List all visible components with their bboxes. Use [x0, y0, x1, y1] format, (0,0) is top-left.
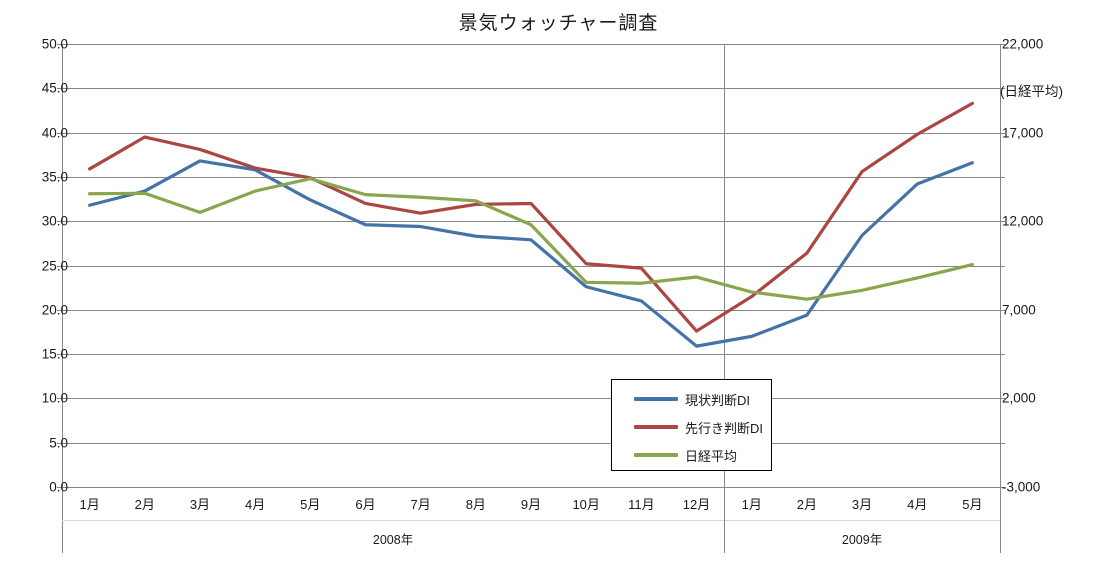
x-axis-tick: 12月 [682, 497, 711, 512]
x-axis-tick: 10月 [572, 497, 600, 512]
x-axis-tick: 1月 [79, 497, 100, 512]
x-axis-tick: 1月 [741, 497, 762, 512]
y-axis-left-tick: 0.0 [49, 479, 68, 495]
legend-swatch-0 [634, 397, 678, 401]
y-axis-left-tick: 30.0 [41, 213, 68, 229]
x-axis-tick: 2月 [796, 497, 817, 512]
x-axis-tick: 2月 [134, 497, 155, 512]
legend-label-2: 日経平均 [685, 448, 738, 464]
series-line-0 [87, 159, 975, 348]
chart-legend: 現状判断DI 先行き判断DI 日経平均 [611, 379, 772, 471]
y-axis-right-tick: 17,000 [1002, 125, 1044, 141]
y-axis-left-tick: 35.0 [41, 169, 68, 185]
y-axis-left-tick: 45.0 [41, 80, 68, 96]
series-line-1 [87, 101, 975, 333]
legend-swatch-1 [634, 425, 678, 429]
y-axis-left-tick: 50.0 [41, 36, 68, 52]
x-axis-group-label: 2008年 [372, 533, 414, 547]
y-axis-left-tick: 25.0 [41, 258, 68, 273]
y-axis-left-tick: 40.0 [41, 125, 68, 141]
x-axis-group-label: 2009年 [841, 533, 883, 547]
legend-item-0: 現状判断DI [612, 384, 773, 414]
x-axis-tick: 3月 [851, 497, 873, 512]
x-axis-tick: 7月 [410, 497, 431, 512]
y-axis-left-tick: 15.0 [41, 346, 68, 362]
x-axis-tick: 4月 [907, 497, 928, 512]
x-axis-tick: 3月 [189, 497, 211, 512]
right-axis-title: (日経平均) [1000, 84, 1063, 99]
x-axis-tick: 5月 [962, 497, 983, 512]
x-axis-tick: 11月 [628, 497, 655, 512]
y-axis-left-tick: 10.0 [41, 390, 68, 406]
x-axis-tick: 4月 [244, 497, 266, 512]
x-axis-tick: 8月 [465, 497, 486, 512]
y-axis-left-tick: 20.0 [41, 302, 68, 318]
y-axis-right-tick: 2,000 [1002, 390, 1036, 406]
y-axis-right-tick: 22,000 [1002, 36, 1044, 52]
y-axis-right-tick: 7,000 [1002, 302, 1036, 318]
x-axis-tick: 5月 [300, 497, 321, 512]
y-axis-right-tick: 12,000 [1002, 213, 1044, 229]
x-axis-tick: 6月 [355, 497, 376, 512]
legend-label-0: 現状判断DI [685, 392, 751, 408]
y-axis-left-tick: 5.0 [49, 435, 68, 451]
series-line-2 [87, 177, 975, 301]
y-axis-right-tick: -3,000 [1002, 479, 1041, 495]
legend-item-1: 先行き判断DI [612, 412, 773, 442]
chart-title: 景気ウォッチャー調査 [458, 13, 659, 34]
legend-item-2: 日経平均 [612, 440, 773, 470]
legend-swatch-2 [634, 453, 678, 457]
x-axis-tick: 9月 [520, 497, 542, 512]
legend-label-1: 先行き判断DI [685, 420, 764, 436]
